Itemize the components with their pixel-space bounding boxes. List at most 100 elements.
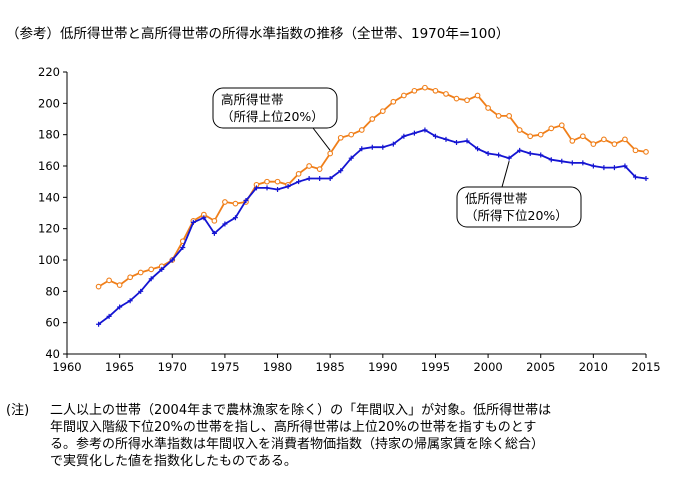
data-point — [106, 277, 112, 284]
data-point — [253, 185, 259, 191]
tick-labels: 40 60 80 100 120 140 160 180 200 220 1960 1965 1970 1… — [38, 65, 661, 374]
data-point — [485, 150, 491, 156]
callout-text: （所得上位20%） — [221, 109, 324, 124]
data-point — [337, 134, 344, 141]
data-point — [516, 127, 523, 133]
data-point — [264, 185, 270, 191]
data-point — [190, 219, 196, 225]
data-point — [201, 215, 207, 221]
x-tick-label: 1975 — [210, 360, 239, 374]
y-tick-label: 120 — [38, 222, 60, 236]
data-point — [180, 244, 186, 250]
data-point — [127, 298, 133, 304]
data-point — [432, 133, 438, 139]
data-point — [643, 176, 649, 182]
data-point — [348, 155, 354, 161]
data-point — [380, 144, 386, 150]
data-point — [548, 125, 555, 132]
chart-axes — [63, 71, 647, 358]
callout-1: 低所得世帯 （所得下位20%） — [456, 161, 582, 228]
data-point — [579, 133, 586, 140]
data-point — [327, 150, 334, 157]
series-callouts: 高所得世帯 （所得上位20%） 低所得世帯 （所得下位20%） — [212, 87, 582, 228]
data-point — [137, 269, 144, 276]
footnote-lead: (注) — [6, 403, 30, 418]
data-point — [338, 168, 344, 174]
y-tick-label: 140 — [38, 190, 60, 204]
data-point — [306, 163, 312, 169]
y-tick-label: 100 — [38, 253, 60, 267]
callout-box — [456, 186, 582, 228]
data-point — [569, 138, 576, 144]
data-point — [569, 160, 575, 166]
data-point — [495, 113, 502, 119]
data-point — [506, 113, 512, 119]
data-point — [537, 131, 544, 138]
data-point — [390, 141, 396, 147]
callout-text: 低所得世帯 — [465, 191, 528, 206]
data-point — [411, 130, 417, 136]
data-point — [222, 221, 228, 227]
data-point — [159, 266, 165, 272]
data-point — [316, 166, 323, 172]
data-point — [95, 283, 102, 290]
data-point — [580, 160, 586, 166]
data-point — [443, 91, 449, 97]
x-tick-label: 2000 — [473, 360, 502, 374]
data-point — [622, 163, 628, 169]
y-tick-label: 60 — [45, 316, 60, 330]
data-point — [390, 98, 397, 105]
data-point — [611, 165, 617, 171]
line-chart: 40 60 80 100 120 140 160 180 200 220 1960 1965 1970 1… — [38, 65, 661, 374]
data-point — [475, 146, 481, 152]
data-point — [590, 163, 596, 169]
data-point — [474, 92, 481, 99]
x-tick-label: 1970 — [158, 360, 187, 374]
data-point — [432, 87, 439, 94]
data-point — [243, 197, 249, 203]
data-point — [454, 140, 460, 145]
data-point — [348, 131, 355, 138]
data-point — [496, 152, 502, 158]
data-point — [369, 144, 375, 150]
data-point — [590, 141, 597, 147]
y-tick-label: 160 — [38, 159, 60, 173]
x-tick-label: 1990 — [368, 360, 397, 374]
x-tick-label: 1985 — [316, 360, 345, 374]
data-point — [527, 150, 533, 156]
data-point — [632, 174, 638, 180]
data-point — [464, 97, 470, 104]
data-point — [116, 282, 123, 288]
data-point — [538, 152, 544, 158]
data-point — [232, 200, 239, 207]
x-tick-label: 1960 — [52, 360, 81, 374]
y-tick-label: 80 — [45, 284, 60, 298]
y-tick-label: 180 — [38, 128, 60, 142]
data-point — [611, 141, 618, 147]
data-point — [211, 217, 218, 224]
data-point — [422, 84, 428, 91]
data-point — [285, 183, 291, 189]
data-point — [359, 146, 365, 152]
callout-leader — [312, 127, 331, 151]
data-point — [148, 266, 155, 273]
callout-0: 高所得世帯 （所得上位20%） — [212, 87, 338, 151]
data-point — [264, 178, 270, 185]
data-point — [517, 147, 523, 153]
data-point — [327, 176, 333, 182]
y-tick-label: 40 — [45, 347, 60, 361]
x-tick-label: 2005 — [526, 360, 555, 374]
data-point — [411, 87, 418, 94]
callout-text: 高所得世帯 — [221, 92, 284, 107]
data-point — [106, 313, 112, 319]
y-tick-label: 220 — [38, 65, 60, 79]
data-point — [379, 108, 386, 115]
data-point — [622, 136, 628, 143]
data-point — [559, 158, 565, 164]
data-point — [358, 127, 365, 133]
footnote-line-3: る。参考の所得水準指数は年間収入を消費者物価指数（持家の帰属家賃を除く総合） — [50, 437, 545, 452]
data-point — [148, 276, 154, 282]
data-point — [295, 170, 302, 177]
footnote-line-2: 年間収入階級下位20%の世帯を指し、高所得世帯は上位20%の世帯を指すものとす — [50, 420, 537, 435]
data-point — [443, 136, 449, 142]
